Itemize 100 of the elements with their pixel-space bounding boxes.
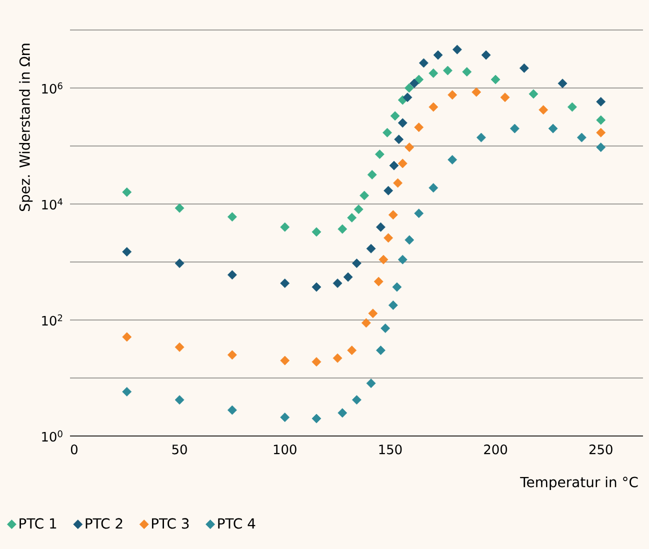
point — [280, 412, 290, 422]
point — [428, 68, 438, 78]
point — [414, 122, 424, 132]
point — [122, 187, 132, 197]
point — [354, 204, 364, 214]
point — [576, 132, 586, 142]
point — [558, 78, 568, 88]
x-tick-label: 100 — [274, 444, 296, 454]
point — [500, 92, 510, 102]
point — [280, 222, 290, 232]
point — [378, 254, 388, 264]
point — [374, 276, 384, 286]
point — [376, 346, 386, 356]
point — [312, 227, 322, 237]
point — [394, 134, 404, 144]
point — [389, 160, 399, 170]
point — [393, 178, 403, 188]
point — [174, 203, 184, 213]
legend-label: PTC 3 — [152, 518, 189, 529]
point — [388, 210, 398, 220]
x-tick-label: 50 — [172, 444, 187, 454]
point — [481, 50, 491, 60]
legend-label: PTC 1 — [20, 518, 56, 529]
point — [596, 128, 606, 138]
point — [428, 183, 438, 193]
point — [404, 83, 414, 93]
point — [174, 395, 184, 405]
point — [227, 350, 237, 360]
point — [398, 118, 408, 128]
point — [347, 346, 357, 356]
point — [596, 142, 606, 152]
point — [448, 90, 458, 100]
point — [280, 356, 290, 366]
point — [338, 408, 348, 418]
point — [280, 278, 290, 288]
point — [388, 300, 398, 310]
legend-label: PTC 4 — [218, 518, 256, 529]
point — [452, 44, 462, 54]
x-tick-label: 150 — [379, 444, 402, 454]
point — [384, 186, 394, 196]
point — [398, 254, 408, 264]
point — [366, 244, 376, 254]
point — [368, 308, 378, 318]
point — [410, 78, 419, 88]
point — [338, 224, 348, 234]
point — [352, 258, 362, 268]
point — [366, 378, 376, 388]
point — [361, 318, 371, 328]
point — [404, 235, 414, 245]
point — [312, 357, 322, 367]
point — [528, 89, 538, 99]
point — [343, 272, 353, 282]
y-tick-label: 10$^{4}$ — [42, 198, 62, 210]
y-tick-label: 10$^{0}$ — [42, 430, 62, 442]
point — [352, 395, 362, 405]
point — [476, 132, 486, 142]
point — [360, 190, 370, 200]
y-tick-label: 10$^{6}$ — [42, 82, 62, 94]
x-tick-label: 0 — [70, 444, 78, 454]
point — [227, 405, 237, 415]
point — [596, 115, 606, 125]
point — [227, 212, 237, 222]
point — [418, 58, 428, 68]
legend-label: PTC 2 — [86, 518, 122, 529]
point — [414, 208, 424, 218]
point — [448, 154, 458, 164]
point — [312, 282, 322, 292]
x-tick-label: 200 — [484, 444, 508, 454]
y-tick-label: 10$^{2}$ — [42, 314, 62, 326]
point — [392, 282, 402, 292]
point — [433, 50, 443, 60]
point — [384, 233, 394, 243]
point — [490, 74, 500, 84]
point — [367, 170, 377, 180]
point — [122, 332, 132, 342]
point — [442, 66, 452, 76]
point — [174, 258, 184, 268]
point — [332, 278, 342, 288]
point — [122, 386, 132, 396]
point — [568, 102, 577, 112]
point — [414, 74, 424, 84]
point — [174, 342, 184, 352]
point — [402, 92, 412, 102]
point — [347, 212, 357, 222]
point — [398, 158, 408, 168]
point — [374, 150, 384, 159]
point — [376, 222, 386, 232]
point — [462, 67, 472, 77]
x-tick-label: 250 — [589, 444, 612, 454]
point — [382, 128, 392, 138]
point — [122, 247, 132, 257]
point — [404, 142, 414, 152]
x-axis-title: Temperatur in °C — [520, 476, 638, 490]
point — [538, 105, 548, 115]
point — [548, 124, 558, 134]
point — [390, 111, 400, 121]
point — [428, 102, 438, 112]
point — [332, 353, 342, 363]
point — [227, 270, 237, 280]
point — [596, 96, 606, 106]
